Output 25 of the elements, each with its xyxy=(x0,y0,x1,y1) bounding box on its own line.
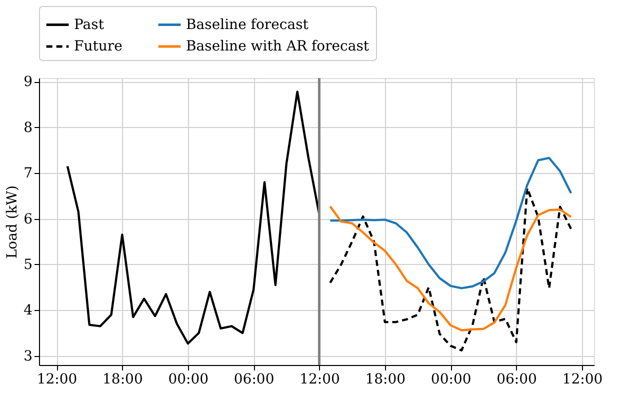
y-tick-label: 6 xyxy=(24,211,33,228)
x-tick-label: 06:00 xyxy=(234,372,274,388)
legend-label: Future xyxy=(74,38,122,54)
y-tick-label: 9 xyxy=(24,74,32,90)
line-series xyxy=(66,90,320,345)
line-series xyxy=(329,187,572,352)
x-tick-label: 12:00 xyxy=(300,372,340,388)
legend-label: Baseline with AR forecast xyxy=(186,38,370,54)
y-tick-label: 4 xyxy=(24,302,33,319)
legend-label: Past xyxy=(74,16,104,33)
x-tick-label: 12:00 xyxy=(36,372,78,388)
x-tick-label: 00:00 xyxy=(168,372,209,388)
line-series xyxy=(329,156,572,290)
y-axis-title: Load (kW) xyxy=(4,185,21,259)
x-tick-label: 00:00 xyxy=(430,372,472,388)
x-tick-label: 06:00 xyxy=(496,372,537,388)
line-series xyxy=(329,205,572,332)
legend-label: Baseline forecast xyxy=(186,16,309,33)
x-tick-label: 18:00 xyxy=(102,372,143,388)
y-tick-label: 7 xyxy=(24,166,32,182)
y-tick-label: 5 xyxy=(24,256,32,273)
x-tick-label: 18:00 xyxy=(365,372,406,388)
y-tick-label: 8 xyxy=(24,120,32,136)
x-tick-label: 12:00 xyxy=(562,372,603,388)
y-tick-label: 3 xyxy=(24,348,32,364)
